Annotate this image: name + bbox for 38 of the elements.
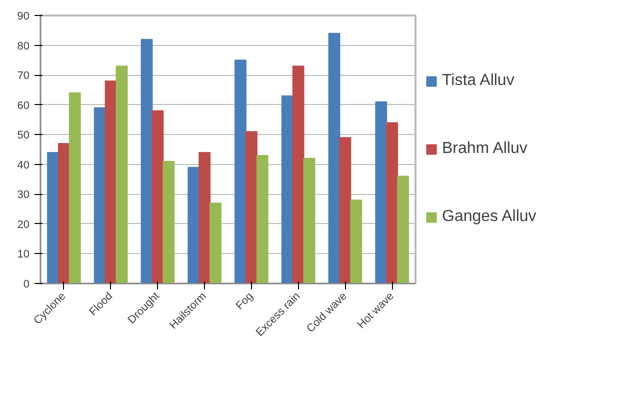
bar: [104, 80, 117, 284]
y-tick-label: 30: [17, 189, 30, 202]
bar: [140, 38, 153, 284]
bar: [152, 110, 164, 284]
y-tick-label: 20: [17, 218, 30, 231]
bar: [292, 66, 304, 284]
bar: [210, 202, 222, 284]
y-tick-label: 40: [17, 159, 30, 172]
bar: [162, 160, 175, 284]
bar: [58, 143, 70, 284]
bar: [328, 32, 340, 284]
y-tick-label: 60: [17, 100, 30, 112]
bar: [94, 107, 106, 284]
legend-label: Tista Alluv: [442, 72, 514, 90]
legend-label: Ganges Alluv: [442, 208, 536, 226]
bar: [281, 95, 294, 284]
y-tick-label: 80: [17, 40, 30, 52]
y-tick-label: 90: [17, 10, 30, 22]
y-tick-label: 70: [17, 70, 30, 82]
bar: [68, 92, 81, 284]
bar: [245, 131, 258, 284]
bar: [234, 60, 246, 284]
bar: [116, 66, 128, 284]
bar: [303, 158, 316, 284]
y-tick-label: 10: [17, 248, 30, 261]
bar: [397, 176, 409, 284]
bar: [256, 154, 268, 284]
x-tick-label: Fog: [234, 290, 256, 312]
bar: [198, 152, 211, 284]
bar: [350, 200, 362, 284]
y-tick-label: 0: [23, 278, 30, 290]
bar: [386, 122, 398, 284]
bar: [188, 166, 200, 284]
bar: [375, 101, 388, 284]
y-tick-label: 50: [17, 130, 30, 142]
bar: [339, 137, 352, 284]
bar: [47, 152, 59, 284]
legend-label: Brahm Alluv: [442, 140, 528, 158]
